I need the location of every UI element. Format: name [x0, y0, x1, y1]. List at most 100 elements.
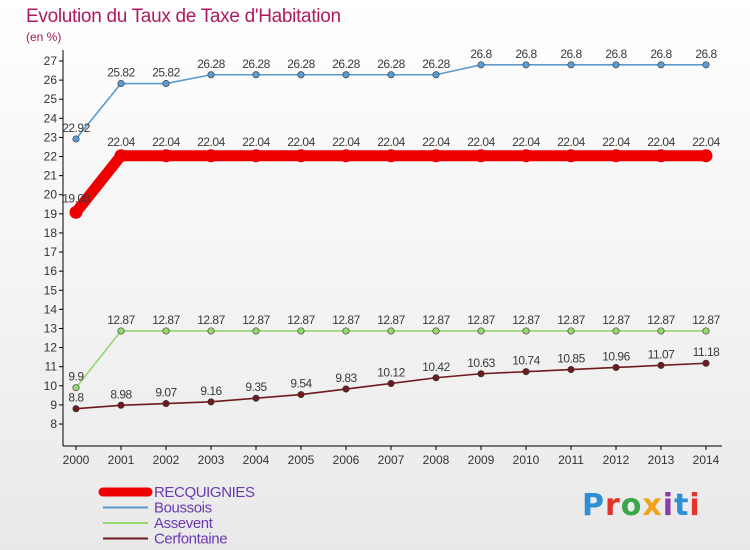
data-point	[702, 359, 710, 367]
y-tick-label: 8	[50, 417, 57, 431]
data-label: 26.8	[650, 47, 672, 61]
data-label: 22.04	[107, 135, 135, 149]
data-point	[477, 370, 485, 378]
legend-item: Boussois	[103, 500, 212, 517]
data-label: 22.04	[557, 135, 585, 149]
data-point	[477, 61, 485, 69]
y-tick-label: 25	[44, 92, 58, 106]
x-tick-label: 2001	[108, 453, 135, 467]
series-layer	[69, 61, 713, 413]
legend-item: RECQUIGNIES	[98, 484, 255, 501]
data-label: 12.87	[242, 313, 270, 327]
data-label: 22.04	[467, 135, 495, 149]
legend-item: Cerfontaine	[103, 531, 228, 548]
x-tick-label: 2006	[333, 453, 360, 467]
data-label: 10.96	[602, 349, 630, 363]
y-axis-unit: (en %)	[26, 30, 62, 44]
data-point	[117, 401, 125, 409]
data-label: 10.74	[512, 354, 540, 368]
axes: 8 9 10 11 12 13 14 15 16 17 18 19 20 21 22 23 24 25 26 27 20…	[44, 50, 722, 467]
data-label: 12.87	[467, 313, 495, 327]
data-label: 8.8	[68, 391, 84, 405]
data-label: 22.92	[62, 121, 90, 135]
y-tick-label: 26	[44, 73, 58, 87]
y-tick-label: 13	[44, 321, 58, 335]
data-point	[207, 71, 215, 79]
data-label: 12.87	[287, 313, 315, 327]
data-label: 26.28	[422, 57, 450, 71]
logo-letter: x	[642, 488, 663, 523]
data-point	[252, 71, 260, 79]
logo-letter: i	[662, 488, 675, 523]
logo-letter: r	[605, 488, 621, 523]
data-label: 10.12	[377, 365, 405, 379]
data-point	[429, 149, 443, 163]
y-tick-label: 17	[44, 245, 58, 259]
proxiti-logo: Proxiti	[582, 488, 701, 523]
series-assevent	[72, 327, 710, 392]
data-point	[249, 149, 263, 163]
data-point	[474, 149, 488, 163]
data-point	[162, 80, 170, 88]
data-label: 25.82	[152, 66, 180, 80]
data-point	[657, 361, 665, 369]
legend-label: Assevent	[154, 515, 214, 532]
data-label: 9.83	[335, 371, 357, 385]
x-tick-label: 2009	[468, 453, 495, 467]
legend-label: RECQUIGNIES	[154, 484, 255, 501]
legend-label: Boussois	[154, 500, 212, 517]
y-tick-label: 20	[44, 188, 58, 202]
data-label: 22.04	[602, 135, 630, 149]
data-point	[567, 327, 575, 335]
data-label: 12.87	[512, 313, 540, 327]
data-label: 26.28	[197, 57, 225, 71]
y-tick-label: 9	[50, 398, 57, 412]
data-label: 12.87	[152, 313, 180, 327]
data-point	[522, 368, 530, 376]
data-label: 10.85	[557, 352, 585, 366]
data-point	[477, 327, 485, 335]
data-point	[654, 149, 668, 163]
data-label: 11.07	[648, 347, 675, 361]
data-label: 9.16	[200, 384, 222, 398]
y-tick-label: 23	[44, 130, 58, 144]
data-point	[702, 61, 710, 69]
data-label: 26.8	[560, 47, 582, 61]
data-labels-layer: 19.08 22.04 22.04 22.04 22.04 22.04 22.04 22.04…	[62, 47, 721, 405]
data-label: 12.87	[692, 313, 720, 327]
data-point	[612, 327, 620, 335]
data-label: 9.35	[245, 380, 267, 394]
data-label: 25.82	[107, 66, 135, 80]
data-point	[342, 71, 350, 79]
data-point	[159, 149, 173, 163]
data-point	[567, 61, 575, 69]
data-label: 26.8	[695, 47, 717, 61]
data-label: 22.04	[242, 135, 270, 149]
x-tick-label: 2010	[513, 453, 540, 467]
data-label: 22.04	[377, 135, 405, 149]
x-tick-label: 2003	[198, 453, 225, 467]
data-point	[297, 327, 305, 335]
x-tick-label: 2007	[378, 453, 405, 467]
data-point	[162, 400, 170, 408]
x-tick-label: 2011	[558, 453, 584, 467]
data-point	[72, 405, 80, 413]
data-point	[204, 149, 218, 163]
data-point	[387, 379, 395, 387]
x-tick-label: 2000	[63, 453, 90, 467]
data-point	[657, 327, 665, 335]
y-tick-label: 15	[44, 283, 58, 297]
data-point	[387, 327, 395, 335]
data-label: 10.42	[422, 360, 450, 374]
data-label: 22.04	[197, 135, 225, 149]
data-label: 26.28	[332, 57, 360, 71]
y-tick-label: 19	[44, 207, 58, 221]
data-point	[522, 61, 530, 69]
data-point	[339, 149, 353, 163]
data-label: 12.87	[332, 313, 360, 327]
x-tick-label: 2002	[153, 453, 180, 467]
data-point	[72, 384, 80, 392]
data-point	[384, 149, 398, 163]
data-point	[117, 80, 125, 88]
